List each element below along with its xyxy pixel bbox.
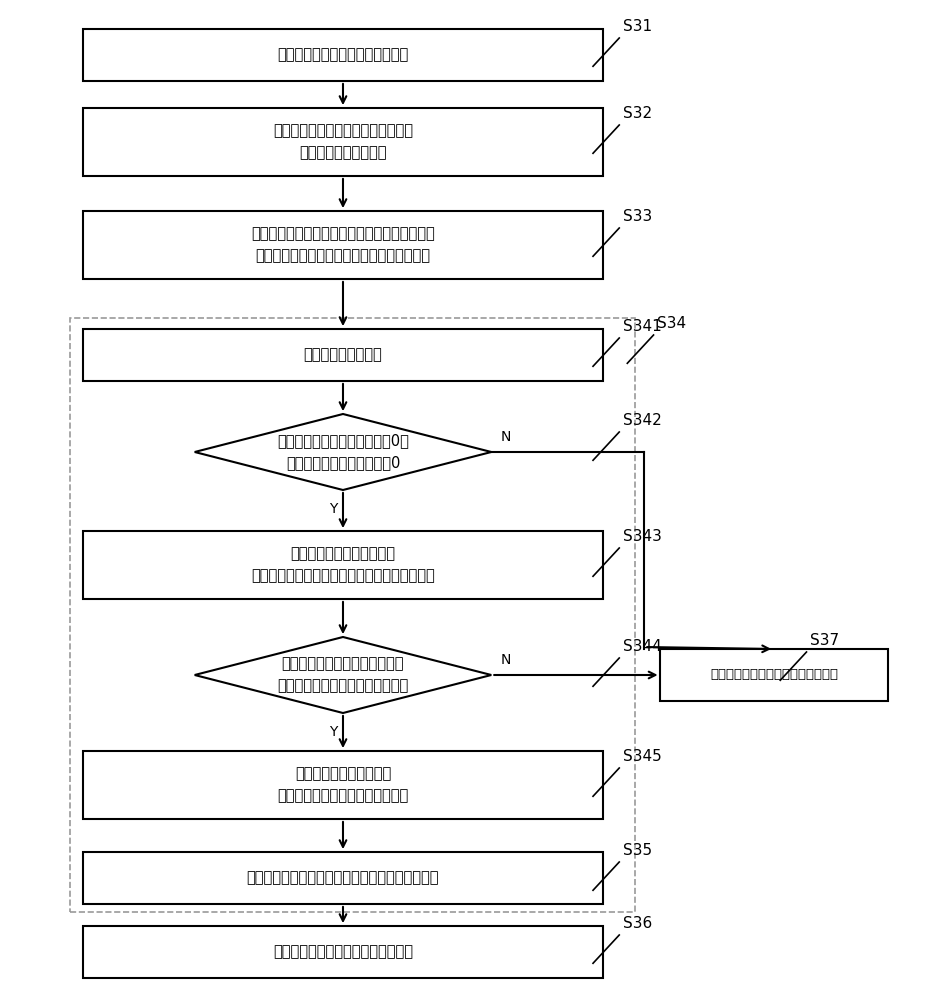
Bar (660, 649, 887, 701)
Text: S342: S342 (623, 413, 662, 428)
Text: 基于母体心率数据以及胎心率数据，
识别胎心率的减速类型: 基于母体心率数据以及胎心率数据， 识别胎心率的减速类型 (273, 123, 413, 161)
Text: 在每个减速的起始位置以及
每个减速的结束位置设置第二预设长度的时间窗: 在每个减速的起始位置以及 每个减速的结束位置设置第二预设长度的时间窗 (251, 546, 435, 584)
Text: S35: S35 (623, 843, 652, 858)
Text: S345: S345 (623, 749, 662, 764)
Text: 判断第二预设长度的时间窗内的
重合片段的长度是否大于预设长度: 判断第二预设长度的时间窗内的 重合片段的长度是否大于预设长度 (277, 656, 409, 694)
Polygon shape (195, 637, 491, 713)
Bar (83, 751, 603, 819)
Text: S36: S36 (623, 916, 653, 931)
Text: 将修正后的减速类型发送至预设位置: 将修正后的减速类型发送至预设位置 (273, 944, 413, 960)
Bar (83, 29, 603, 81)
Bar (83, 531, 603, 599)
Text: S33: S33 (623, 209, 653, 224)
Text: S32: S32 (623, 106, 652, 121)
Text: 判断重合片段的数量是否大于0且
胎心率的减速数量是否大于0: 判断重合片段的数量是否大于0且 胎心率的减速数量是否大于0 (277, 433, 409, 471)
Bar (83, 852, 603, 904)
Bar (83, 108, 603, 176)
Bar (83, 329, 603, 381)
Text: 将识别出的减速类型发送至预设位置: 将识别出的减速类型发送至预设位置 (710, 668, 838, 682)
Text: 统计重合片段的数量: 统计重合片段的数量 (304, 348, 382, 362)
Text: Y: Y (329, 502, 338, 516)
Text: S344: S344 (623, 639, 662, 654)
Text: S341: S341 (623, 319, 662, 334)
Text: S31: S31 (623, 19, 652, 34)
Bar (70, 318, 635, 912)
Text: 对母体心率数据以及胎心率数据进行重合检测，
以得到母体心率数据与胎心率数据的重合片段: 对母体心率数据以及胎心率数据进行重合检测， 以得到母体心率数据与胎心率数据的重合… (251, 226, 435, 264)
Polygon shape (195, 414, 491, 490)
Text: 获取母体心率数据以及胎心率数据: 获取母体心率数据以及胎心率数据 (277, 47, 409, 62)
Text: 对修正后的胎心率的减速类型对应的减速进行标记: 对修正后的胎心率的减速类型对应的减速进行标记 (247, 870, 439, 886)
Text: N: N (501, 653, 511, 667)
Text: S34: S34 (657, 316, 686, 331)
Bar (83, 926, 603, 978)
Text: Y: Y (329, 725, 338, 739)
Text: 对第二预设长度的时间窗
对应的胎心率的减速类型进行修正: 对第二预设长度的时间窗 对应的胎心率的减速类型进行修正 (277, 766, 409, 804)
Text: N: N (501, 430, 511, 444)
Text: S37: S37 (810, 633, 839, 648)
Text: S343: S343 (623, 529, 662, 544)
Bar (83, 211, 603, 279)
